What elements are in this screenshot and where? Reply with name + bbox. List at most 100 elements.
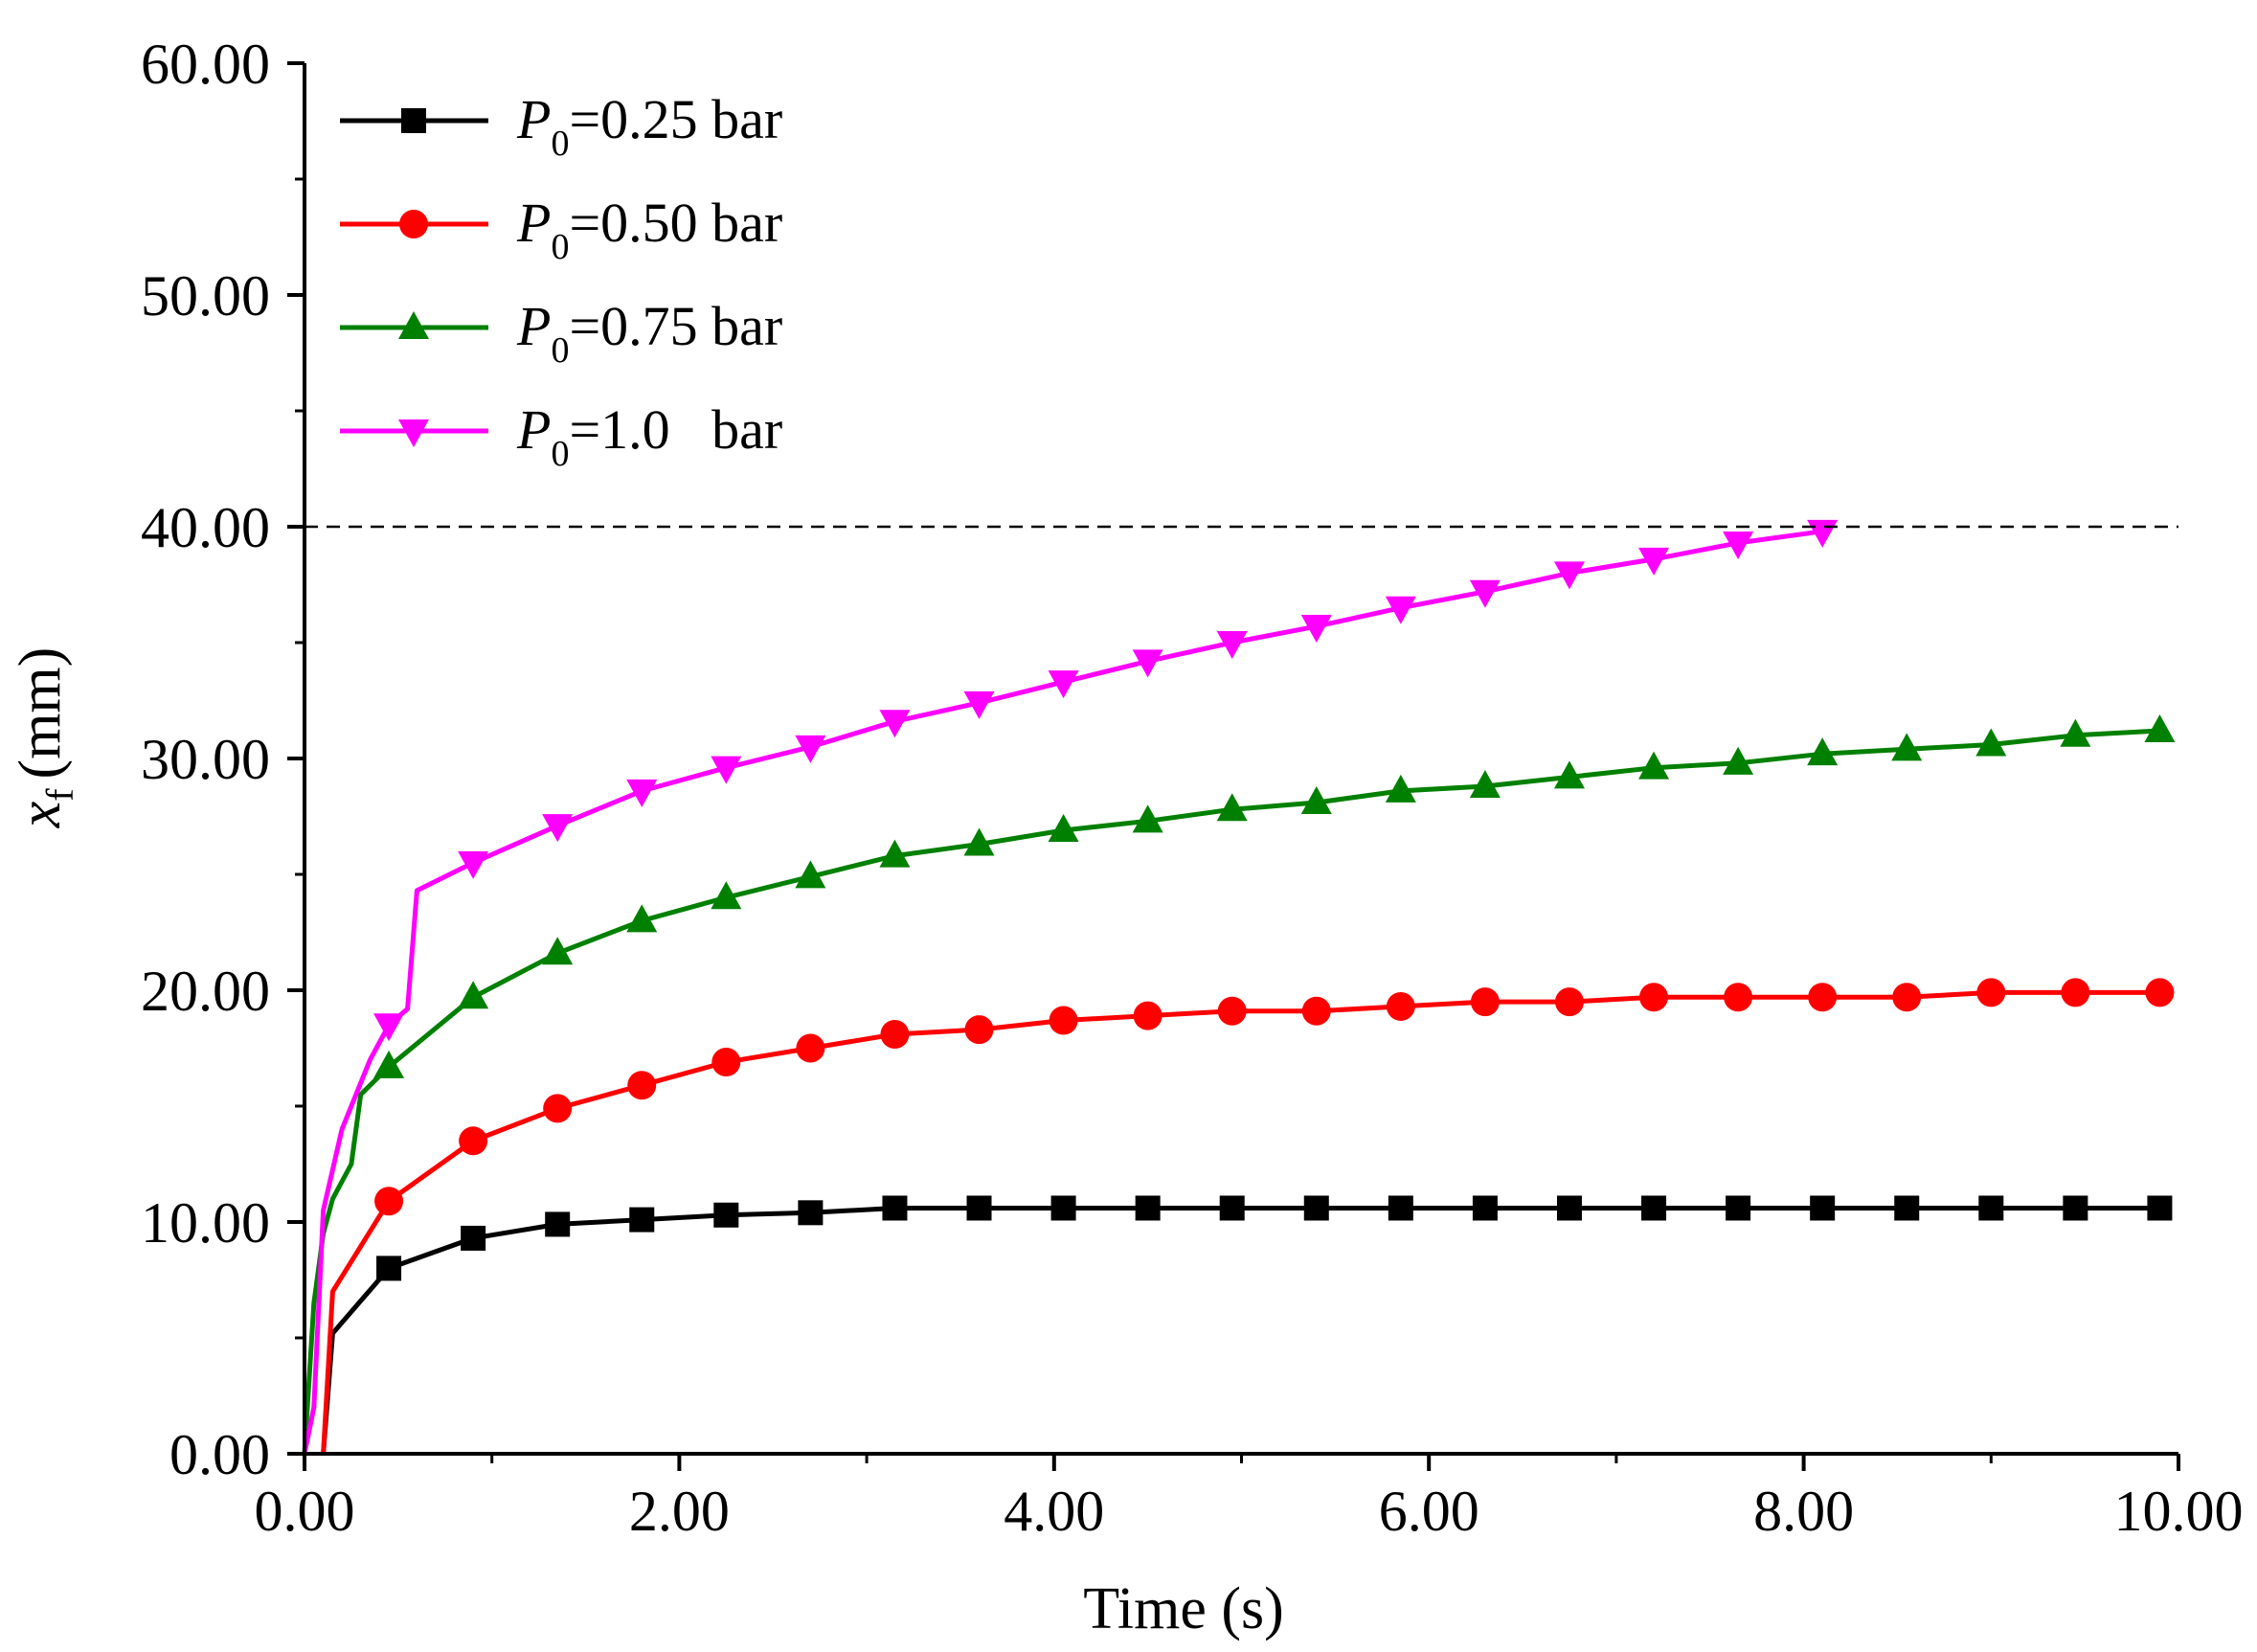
x-tick-label: 0.00	[255, 1480, 355, 1543]
data-point-series-0	[1472, 1195, 1498, 1221]
data-point-series-3	[1132, 649, 1163, 678]
legend-label-var: P	[516, 295, 551, 357]
legend-label-var: P	[516, 88, 551, 150]
legend-label-sub: 0	[551, 227, 569, 267]
legend-label-3: P0=1.0 bar	[516, 398, 782, 474]
data-point-series-1	[459, 1126, 488, 1156]
data-point-series-2	[626, 904, 658, 933]
data-point-series-3	[458, 850, 489, 879]
data-point-series-1	[2061, 978, 2090, 1007]
data-point-series-0	[1894, 1195, 1920, 1221]
data-point-series-1	[627, 1071, 657, 1100]
legend-label-rest: =0.50 bar	[569, 192, 782, 254]
data-point-series-2	[1048, 814, 1079, 843]
legend-label-sub: 0	[551, 124, 569, 164]
data-point-series-3	[711, 756, 742, 784]
data-point-series-2	[1132, 804, 1163, 833]
data-point-series-0	[1726, 1195, 1751, 1221]
x-tick-label: 8.00	[1753, 1480, 1854, 1543]
data-point-series-3	[879, 710, 911, 738]
data-point-series-3	[1300, 615, 1332, 644]
data-point-series-3	[542, 814, 574, 843]
data-point-series-2	[373, 1050, 405, 1078]
data-point-series-3	[1385, 596, 1416, 624]
y-tick-label: 10.00	[141, 1191, 270, 1255]
data-point-series-1	[1217, 996, 1247, 1026]
data-point-series-2	[1216, 793, 1248, 822]
y-tick-label: 60.00	[141, 33, 270, 96]
data-point-series-2	[2060, 718, 2091, 747]
y-tick-label: 20.00	[141, 960, 270, 1023]
data-point-series-0	[545, 1211, 571, 1237]
data-point-series-2	[1723, 746, 1754, 775]
legend-label-0: P0=0.25 bar	[516, 88, 782, 164]
x-axis-title: Time (s)	[1083, 1576, 1284, 1641]
x-tick-label: 4.00	[1004, 1480, 1104, 1543]
series-line-0	[321, 1206, 2160, 1455]
data-point-series-3	[1723, 531, 1754, 559]
data-point-series-1	[796, 1033, 825, 1063]
data-point-series-2	[1975, 728, 2007, 757]
legend-marker-0	[401, 108, 426, 133]
data-point-series-1	[374, 1187, 404, 1216]
legend-label-sub: 0	[551, 434, 569, 474]
data-point-series-2	[1469, 770, 1501, 799]
data-point-series-1	[880, 1019, 910, 1049]
data-point-series-0	[1219, 1195, 1245, 1221]
data-point-series-2	[1385, 774, 1416, 803]
data-point-series-1	[543, 1094, 573, 1123]
data-point-series-0	[1978, 1195, 2004, 1221]
data-point-series-0	[1556, 1195, 1582, 1221]
data-point-series-0	[713, 1202, 739, 1228]
y-axis-title: xf (mm)	[8, 647, 81, 829]
y-tick-label: 30.00	[141, 728, 270, 791]
legend-marker-3	[398, 419, 429, 447]
x-tick-label: 10.00	[2114, 1480, 2244, 1543]
data-point-series-0	[376, 1256, 402, 1281]
data-point-series-1	[1976, 978, 2006, 1007]
legend-label-var: P	[516, 398, 551, 461]
data-point-series-1	[1470, 987, 1500, 1017]
data-point-series-2	[1638, 751, 1670, 780]
data-point-series-1	[1133, 1001, 1162, 1030]
x-ticks: 0.00 2.00 4.00 6.00 8.00 10.00	[255, 1454, 2244, 1543]
data-point-series-3	[1469, 579, 1501, 608]
y-tick-label: 50.00	[141, 264, 270, 328]
legend-label-var: P	[516, 192, 551, 254]
data-point-series-2	[711, 881, 742, 910]
data-point-series-1	[2145, 978, 2175, 1007]
legend-label-rest: =1.0 bar	[569, 398, 782, 461]
legend-label-1: P0=0.50 bar	[516, 192, 782, 267]
data-point-series-1	[1808, 983, 1838, 1012]
data-point-series-1	[1892, 983, 1922, 1012]
data-point-series-0	[1050, 1195, 1076, 1221]
legend-marker-2	[398, 311, 429, 339]
data-point-series-0	[1388, 1195, 1413, 1221]
y-axis-title-sub: f	[38, 788, 81, 802]
x-tick-label: 6.00	[1379, 1480, 1479, 1543]
data-point-series-0	[1135, 1195, 1161, 1221]
data-point-series-0	[966, 1195, 992, 1221]
data-point-series-0	[1303, 1195, 1329, 1221]
data-point-series-3	[373, 1013, 405, 1042]
data-point-series-1	[1554, 987, 1584, 1017]
data-point-series-1	[1724, 983, 1753, 1012]
data-point-series-1	[1301, 996, 1331, 1026]
data-point-series-0	[1641, 1195, 1667, 1221]
data-point-series-2	[2144, 713, 2176, 742]
y-ticks: 0.00 10.00 20.00 30.00 40.00 50.00 60.00	[141, 33, 305, 1486]
y-tick-label: 40.00	[141, 496, 270, 559]
marker-layer	[373, 519, 2176, 1281]
data-point-series-1	[1386, 991, 1415, 1021]
data-point-series-2	[542, 937, 574, 965]
legend-label-rest: =0.25 bar	[569, 88, 782, 150]
data-point-series-2	[1891, 733, 1923, 761]
data-point-series-0	[461, 1225, 486, 1251]
data-point-series-3	[1638, 547, 1670, 576]
data-point-series-3	[795, 735, 826, 763]
data-point-series-1	[1049, 1006, 1078, 1035]
data-point-series-0	[882, 1195, 908, 1221]
y-axis-title-unit: (mm)	[8, 647, 73, 780]
